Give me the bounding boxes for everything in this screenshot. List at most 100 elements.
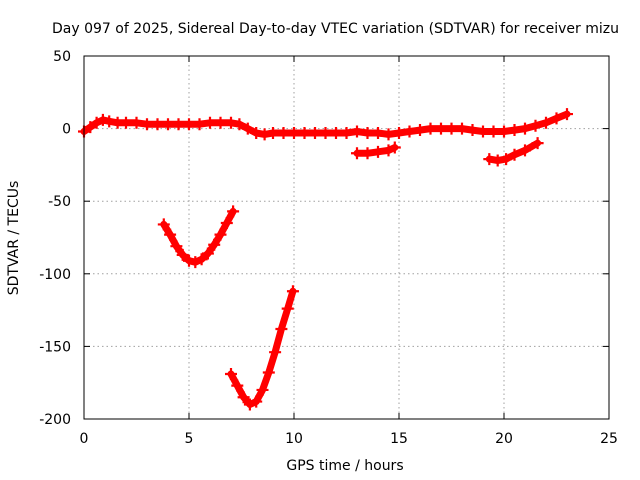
series-segment-19-21 bbox=[483, 137, 544, 167]
data-point bbox=[220, 216, 233, 229]
data-point bbox=[483, 153, 496, 166]
data-point bbox=[164, 228, 177, 241]
series-arc-7-10 bbox=[225, 285, 299, 411]
data-point bbox=[491, 154, 504, 167]
data-point bbox=[435, 122, 447, 135]
data-point bbox=[214, 116, 227, 129]
data-point bbox=[193, 118, 206, 131]
data-point bbox=[120, 116, 132, 129]
data-point bbox=[262, 366, 275, 379]
data-point bbox=[275, 322, 288, 335]
data-point bbox=[519, 122, 531, 135]
data-point bbox=[162, 118, 174, 131]
data-point bbox=[151, 118, 164, 131]
data-point bbox=[183, 254, 195, 267]
data-point bbox=[445, 122, 458, 135]
data-point bbox=[372, 145, 384, 158]
y-tick-label: -100 bbox=[39, 267, 71, 283]
tick-label-layer: 0 5 10 15 20 25 50 0 -50 -100 -150 -200 bbox=[39, 49, 618, 447]
data-point bbox=[487, 125, 500, 138]
data-point bbox=[540, 116, 552, 129]
data-point bbox=[351, 147, 363, 160]
data-point bbox=[227, 205, 240, 218]
x-tick-label: 20 bbox=[495, 431, 513, 447]
series-segment-13-15 bbox=[351, 141, 401, 160]
data-point bbox=[189, 256, 202, 269]
data-point bbox=[550, 112, 563, 125]
data-point bbox=[195, 253, 208, 266]
data-point bbox=[269, 346, 282, 359]
data-point bbox=[424, 122, 437, 135]
data-point bbox=[388, 141, 401, 154]
data-point bbox=[340, 126, 353, 139]
data-point bbox=[466, 124, 479, 137]
data-point bbox=[531, 137, 544, 150]
data-point bbox=[103, 115, 116, 128]
data-point bbox=[241, 122, 254, 135]
data-point bbox=[498, 125, 510, 138]
y-tick-label: -50 bbox=[48, 194, 71, 210]
data-point bbox=[237, 391, 250, 404]
data-point bbox=[250, 126, 263, 139]
tick-layer bbox=[83, 55, 610, 420]
data-point bbox=[309, 126, 321, 139]
data-point bbox=[170, 240, 183, 253]
data-point bbox=[267, 126, 279, 139]
series-main-band bbox=[78, 108, 573, 141]
data-point bbox=[243, 398, 256, 411]
x-tick-label: 25 bbox=[600, 431, 618, 447]
data-point bbox=[456, 122, 468, 135]
data-point bbox=[382, 144, 395, 157]
data-point bbox=[288, 126, 300, 139]
data-point bbox=[281, 302, 294, 315]
data-point bbox=[286, 285, 299, 298]
data-point bbox=[225, 367, 237, 380]
data-point bbox=[208, 238, 221, 251]
x-tick-label: 10 bbox=[285, 431, 303, 447]
data-point bbox=[508, 148, 521, 161]
plot-frame bbox=[83, 55, 610, 420]
data-point bbox=[96, 113, 109, 126]
data-point bbox=[84, 121, 97, 134]
data-point bbox=[372, 126, 384, 139]
data-point bbox=[382, 128, 395, 141]
data-point bbox=[90, 116, 103, 129]
y-tick-label: 0 bbox=[62, 122, 71, 138]
data-point bbox=[508, 124, 521, 137]
data-point bbox=[393, 126, 405, 139]
data-point bbox=[361, 126, 374, 139]
x-tick-label: 5 bbox=[185, 431, 194, 447]
y-tick-label: 50 bbox=[53, 49, 71, 65]
data-point bbox=[183, 118, 195, 131]
grid-layer bbox=[84, 56, 609, 419]
x-tick-label: 15 bbox=[390, 431, 408, 447]
data-point bbox=[214, 228, 227, 241]
y-tick-label: -150 bbox=[39, 339, 71, 355]
x-tick-label: 0 bbox=[80, 431, 89, 447]
data-point bbox=[477, 125, 489, 138]
data-point bbox=[172, 118, 185, 131]
data-point bbox=[330, 126, 342, 139]
data-point bbox=[519, 144, 531, 157]
data-point bbox=[256, 383, 269, 396]
chart-title: Day 097 of 2025, Sidereal Day-to-day VTE… bbox=[52, 21, 619, 37]
data-point bbox=[204, 116, 216, 129]
data-point bbox=[233, 118, 246, 131]
data-point bbox=[157, 218, 170, 231]
data-point bbox=[529, 119, 542, 132]
data-point bbox=[258, 128, 271, 141]
data-point bbox=[225, 116, 237, 129]
x-axis-label: GPS time / hours bbox=[286, 458, 403, 474]
data-point bbox=[130, 116, 143, 129]
y-tick-label: -200 bbox=[39, 412, 71, 428]
data-point bbox=[414, 124, 426, 137]
series-band bbox=[160, 207, 237, 266]
data-point bbox=[277, 126, 290, 139]
data-point bbox=[141, 118, 153, 131]
data-point bbox=[361, 147, 374, 160]
data-point bbox=[298, 126, 311, 139]
y-axis-label: SDTVAR / TECUs bbox=[6, 181, 22, 296]
series-layer bbox=[78, 108, 573, 411]
data-point bbox=[403, 125, 416, 138]
